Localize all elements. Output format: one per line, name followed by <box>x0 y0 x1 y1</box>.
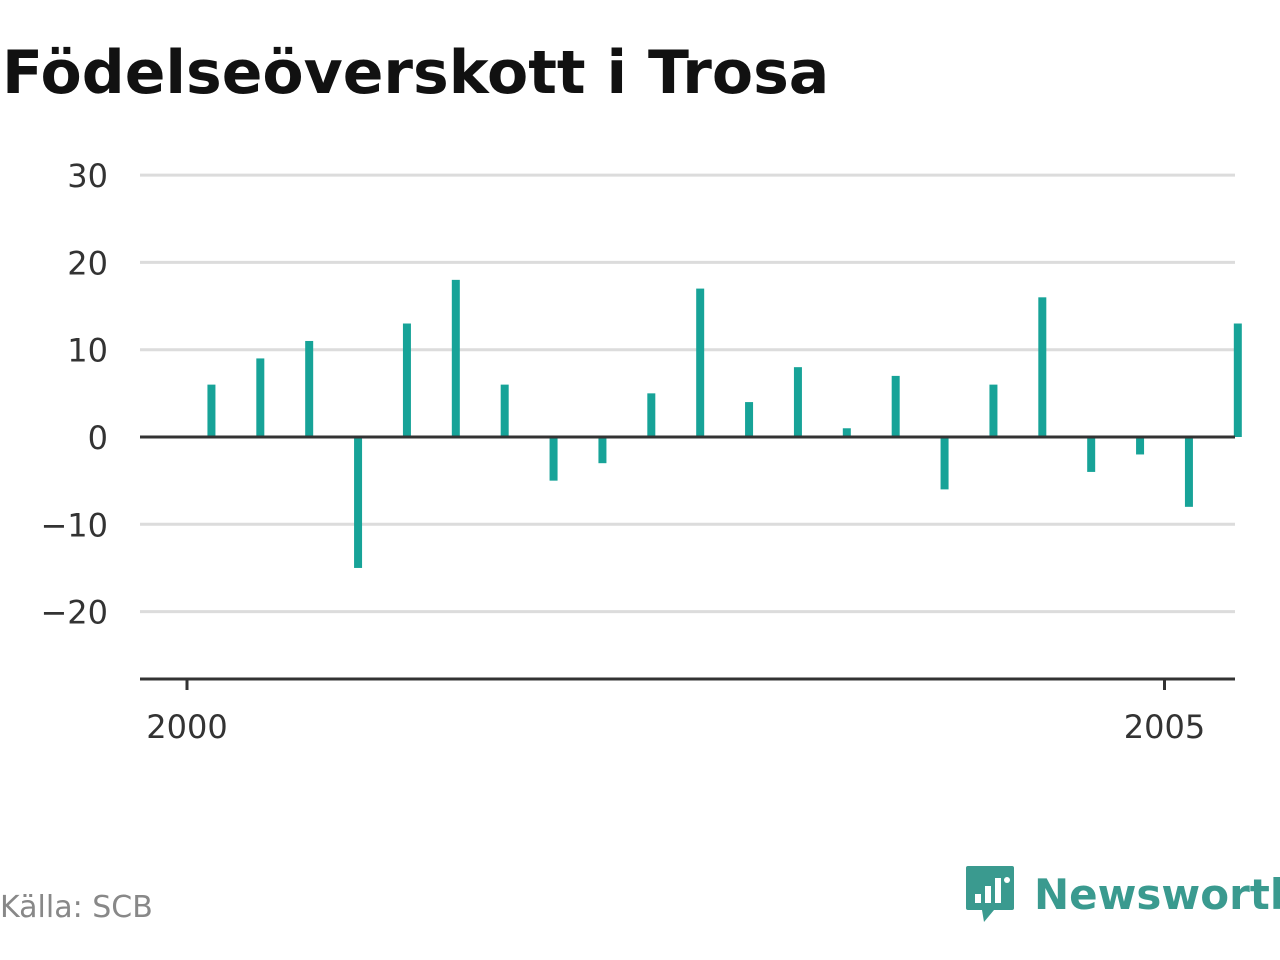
bar <box>1087 437 1096 472</box>
bar <box>500 384 509 437</box>
bar <box>989 384 998 437</box>
bar <box>1136 437 1145 455</box>
bar <box>354 437 363 568</box>
bar <box>1038 297 1047 437</box>
bar <box>891 375 900 437</box>
bar <box>1233 323 1242 437</box>
bar <box>402 323 411 437</box>
bar <box>647 393 656 437</box>
newsworthy-logo-icon <box>966 866 1014 922</box>
y-tick-label: 20 <box>67 244 108 282</box>
brand: Newsworthy <box>964 864 1280 924</box>
y-tick-label: 10 <box>67 332 108 370</box>
x-tick-label: 2005 <box>1124 708 1205 746</box>
bar <box>940 437 949 490</box>
y-tick-label: −10 <box>40 506 108 544</box>
bar <box>549 437 558 481</box>
bar <box>256 358 265 437</box>
y-tick-label: 30 <box>67 157 108 195</box>
bar <box>696 288 705 437</box>
bar <box>305 340 314 437</box>
bar <box>793 367 802 437</box>
y-tick-label: 0 <box>88 419 108 457</box>
bar <box>598 437 607 464</box>
brand-name: Newsworthy <box>1034 869 1280 919</box>
bar <box>451 279 460 437</box>
bar <box>1184 437 1193 507</box>
chart-title: Födelseöverskott i Trosa <box>2 38 830 108</box>
bar <box>745 402 754 437</box>
bar <box>842 428 851 437</box>
y-tick-label: −20 <box>40 594 108 632</box>
bar <box>207 384 216 437</box>
source-label: Källa: SCB <box>0 890 153 925</box>
x-tick-label: 2000 <box>146 708 227 746</box>
